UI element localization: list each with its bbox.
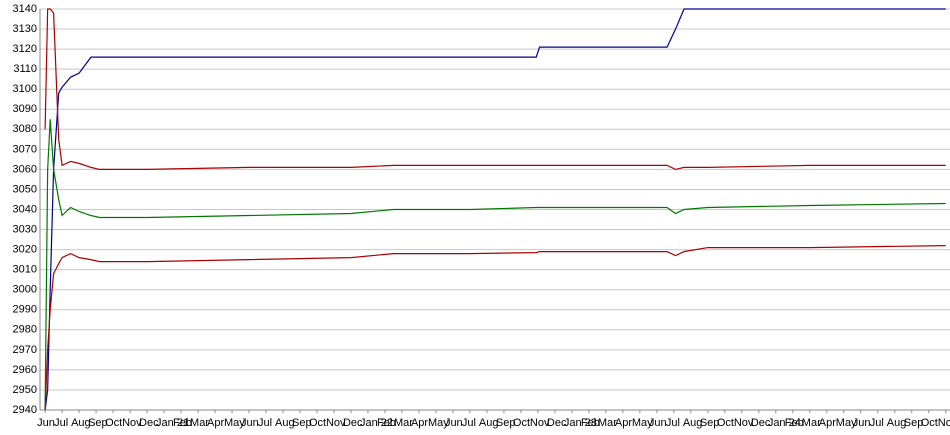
x-tick-label: Apr [819,417,836,429]
x-tick-label: Nov [734,417,754,429]
x-tick-label: Jul [870,417,884,429]
y-tick-label: 3140 [13,3,37,15]
y-tick-label: 3130 [13,23,37,35]
x-tick-label: Apr [411,417,428,429]
x-tick-label: Jan 21 [156,417,189,429]
x-tick-label: Oct [105,417,122,429]
x-tick-label: Dec [751,417,771,429]
x-tick-label: Feb [785,417,804,429]
x-tick-label: Aug [683,417,703,429]
y-tick-label: 3000 [13,284,37,296]
y-tick-label: 3120 [13,43,37,55]
x-tick-label: Apr [615,417,632,429]
y-tick-label: 2970 [13,344,37,356]
series-line [44,8,946,171]
x-tick-label: Oct [513,417,530,429]
x-tick-label: Feb [173,417,192,429]
x-tick-label: May [836,417,857,429]
y-tick-label: 3080 [13,123,37,135]
x-tick-label: Feb [377,417,396,429]
x-tick-label: Aug [887,417,907,429]
x-tick-label: Mar [802,417,821,429]
x-tick-label: Oct [309,417,326,429]
y-tick-label: 3010 [13,264,37,276]
x-tick-label: Jul [258,417,272,429]
x-tick-label: Sep [88,417,108,429]
x-tick-label: Jun [649,417,667,429]
y-tick-label: 3100 [13,83,37,95]
x-tick-label: Oct [717,417,734,429]
x-tick-label: Mar [394,417,413,429]
x-tick-label: Jun [853,417,871,429]
x-tick-label: Jan 22 [360,417,393,429]
x-tick-label: Sep [904,417,924,429]
x-tick-label: Aug [71,417,91,429]
x-tick-label: May [224,417,245,429]
x-tick-label: Sep [700,417,720,429]
x-tick-label: Dec [139,417,159,429]
y-tick-label: 3060 [13,163,37,175]
x-tick-label: Apr [207,417,224,429]
y-tick-label: 2950 [13,384,37,396]
series-line [44,119,946,411]
y-tick-label: 3030 [13,223,37,235]
x-tick-label: Jan 23 [564,417,597,429]
y-tick-label: 3110 [13,63,37,75]
x-tick-label: Dec [547,417,567,429]
x-tick-label: Dec [343,417,363,429]
y-tick-label: 2940 [13,404,37,416]
y-tick-label: 2980 [13,324,37,336]
y-tick-label: 3070 [13,143,37,155]
x-tick-label: May [428,417,449,429]
x-tick-label: Jun [37,417,55,429]
x-tick-label: Nov [938,417,950,429]
x-tick-label: Oct [921,417,938,429]
x-tick-label: Jan 24 [768,417,801,429]
y-tick-label: 3090 [13,103,37,115]
x-tick-label: Jun [241,417,259,429]
y-tick-label: 2960 [13,364,37,376]
x-tick-label: Aug [275,417,295,429]
x-tick-label: Aug [479,417,499,429]
x-tick-label: Nov [122,417,142,429]
x-tick-label: Sep [292,417,312,429]
y-tick-label: 3050 [13,183,37,195]
x-tick-label: May [632,417,653,429]
y-tick-label: 2990 [13,304,37,316]
x-tick-label: Jul [666,417,680,429]
x-tick-label: Feb [581,417,600,429]
x-tick-label: Nov [326,417,346,429]
x-tick-label: Jul [54,417,68,429]
series-line [44,244,946,411]
x-tick-label: Mar [598,417,617,429]
y-tick-label: 3020 [13,244,37,256]
x-tick-label: Sep [496,417,516,429]
x-tick-label: Jul [462,417,476,429]
x-tick-label: Mar [190,417,209,429]
x-tick-label: Jun [445,417,463,429]
y-tick-label: 3040 [13,203,37,215]
x-tick-label: Nov [530,417,550,429]
